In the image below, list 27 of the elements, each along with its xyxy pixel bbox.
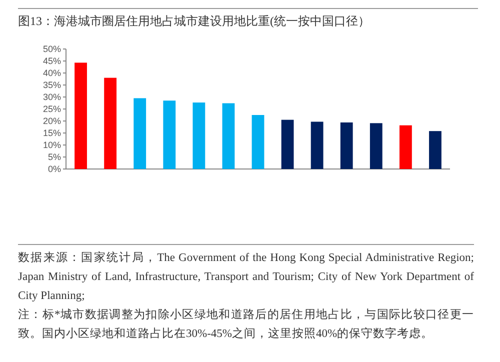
text: 注：标*城市数据调整为扣除小区绿地和道路后的居住用地占比，与国际比较口径更一致。国内小区绿地和道路占比在30%-45%之间，这里按照40%的保守数字考虑。 (18, 307, 474, 342)
bar (192, 102, 206, 169)
bar (163, 100, 176, 169)
y-tick-label: 30% (42, 92, 61, 102)
y-tick-label: 5% (48, 152, 61, 162)
bar (134, 98, 146, 169)
bar (310, 122, 324, 169)
chart-title: 图13：海港城市圈居住用地占城市建设用地比重(统一按中国口径） (18, 8, 478, 30)
y-tick-label: 10% (42, 140, 61, 150)
y-tick-label: 0% (48, 164, 61, 174)
bar (370, 123, 382, 169)
y-tick-label: 50% (42, 44, 61, 54)
source-note: 数据来源：国家统计局，The Government of the Hong Kong Special Administrative Region; Japan Ministry of Land, Infrastructure, Transport and Tourism; City of New York Department of City Planning; (18, 250, 474, 304)
bar (340, 122, 353, 169)
y-tick-label: 20% (42, 116, 61, 126)
y-tick-label: 25% (42, 104, 61, 114)
y-tick-label: 45% (42, 56, 61, 66)
bar (429, 131, 442, 169)
y-tick-label: 15% (42, 128, 61, 138)
bar (104, 78, 117, 169)
bar (281, 120, 294, 169)
bar (74, 62, 87, 169)
bar (399, 125, 412, 169)
y-tick-label: 40% (42, 68, 61, 78)
bar (222, 103, 235, 169)
y-tick-label: 35% (42, 80, 61, 90)
bar (252, 115, 264, 169)
